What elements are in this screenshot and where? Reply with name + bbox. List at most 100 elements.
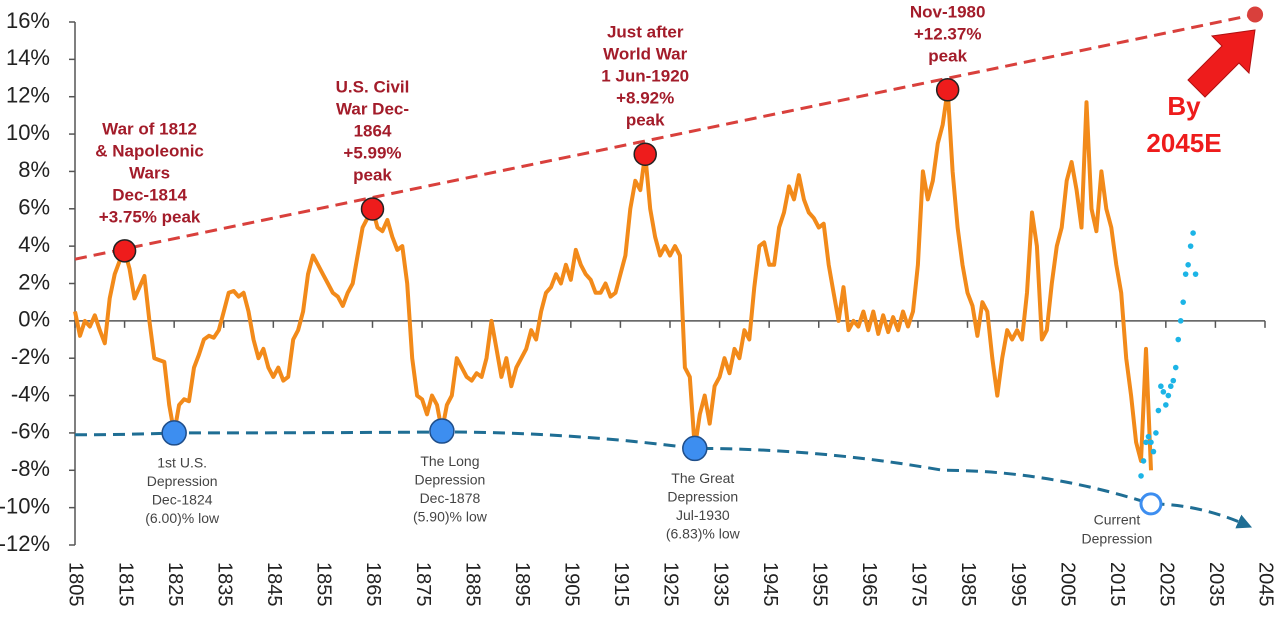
projection-dot [1167,383,1174,390]
x-tick-label: 1975 [908,562,930,607]
y-tick-label: 0% [18,307,50,332]
trough-label: Depression [1082,531,1153,547]
projection-dot [1138,473,1144,479]
x-tick-label: 1805 [65,562,87,607]
y-tick-label: 10% [6,120,50,145]
x-tick-label: 2015 [1106,562,1128,607]
x-tick-label: 1835 [213,562,235,607]
x-tick-label: 1895 [511,562,533,607]
x-tick-label: 1935 [709,562,731,607]
callout-text: By [1167,91,1201,121]
projection-dot [1143,439,1149,446]
y-tick-label: 8% [18,157,50,182]
x-tick-label: 1825 [164,562,186,607]
x-tick-label: 1915 [610,562,632,607]
trough-label: Depression [147,473,218,489]
projection-dot [1160,389,1167,395]
y-tick-label: 16% [6,8,50,33]
projection-dot [1187,243,1194,249]
peak-label: peak [626,111,665,130]
callout-text: 2045E [1146,128,1221,158]
series-line [73,87,1153,471]
projection-dot [1155,407,1162,414]
y-tick-label: -6% [11,419,50,444]
trough-label: Depression [667,489,738,505]
trough-label: (6.83)% low [666,526,741,542]
x-tick-label: 2035 [1205,562,1227,607]
trough-label: Jul-1930 [676,507,730,523]
trough-label: The Long [420,453,479,469]
trough-marker [682,435,708,462]
projection-dot [1190,230,1196,236]
y-tick-label: 2% [18,269,50,294]
x-tick-label: 2005 [1056,562,1078,607]
projection-dot [1185,262,1191,268]
peak-label: +8.92% [616,89,674,108]
x-tick-label: 1865 [362,562,384,607]
projection-dot [1148,439,1154,446]
peak-label: Dec-1814 [112,185,187,204]
x-tick-label: 1815 [114,562,136,607]
y-tick-label: 4% [18,232,50,257]
peak-label: +3.75% peak [99,207,201,226]
peak-label: U.S. Civil [336,77,410,96]
projection-dot [1177,318,1184,324]
trough-marker [161,420,187,446]
peak-label: Nov-1980 [910,2,986,21]
y-tick-label: -10% [0,493,50,518]
peak-marker [360,197,385,221]
y-tick-label: 6% [18,195,50,220]
projection-dot [1180,299,1186,305]
trough-marker [429,418,455,444]
peak-marker [935,78,960,102]
callout-arrow [1187,29,1256,98]
trough-label: (6.00)% low [145,510,220,526]
projection-dot [1150,448,1157,455]
x-tick-label: 1845 [263,562,285,607]
y-tick-label: -8% [11,456,50,481]
trough-label: Current [1094,512,1141,528]
x-tick-label: 1955 [808,562,830,607]
trough-label: Dec-1824 [152,492,213,508]
x-tick-label: 1945 [759,562,781,607]
trend-high-endpoint [1247,6,1264,23]
peak-marker [112,239,137,263]
x-tick-label: 1885 [461,562,483,607]
trend-low-line [74,430,1253,529]
projection-dot [1172,364,1179,371]
peak-label: War of 1812 [102,119,197,138]
y-tick-label: -2% [11,344,50,369]
trough-label: Depression [415,471,486,487]
x-tick-label: 1965 [858,562,880,607]
x-tick-label: 1905 [561,562,583,607]
projection-dot [1165,392,1172,399]
peak-label: peak [928,46,967,65]
x-tick-label: 1855 [313,562,335,607]
projection-dot [1140,458,1147,464]
peak-label: +12.37% [914,24,982,43]
y-tick-label: -12% [0,531,50,556]
trough-label: The Great [671,470,734,486]
projection-dot [1158,383,1164,390]
x-tick-label: 1985 [957,562,979,607]
peak-label: War Dec- [336,99,409,118]
y-tick-label: 12% [6,83,50,108]
y-tick-label: -4% [11,381,50,406]
peak-label: Just after [607,23,684,42]
trend-high-line [74,13,1256,261]
peak-label: 1 Jun-1920 [601,67,689,86]
x-tick-label: 1925 [660,562,682,607]
x-tick-label: 1875 [412,562,434,607]
x-tick-label: 1995 [1007,562,1029,607]
peak-label: World War [603,45,687,64]
projection-dot [1182,271,1189,277]
projection-dot [1170,377,1177,384]
projection-dot [1145,433,1152,440]
trough-label: 1st U.S. [157,455,207,471]
x-tick-label: 2045 [1255,562,1277,607]
trough-marker [1139,492,1163,516]
peak-label: 1864 [354,121,392,140]
trough-label: Dec-1878 [420,490,481,506]
projection-dot [1192,271,1199,277]
trough-label: (5.90)% low [413,508,488,524]
